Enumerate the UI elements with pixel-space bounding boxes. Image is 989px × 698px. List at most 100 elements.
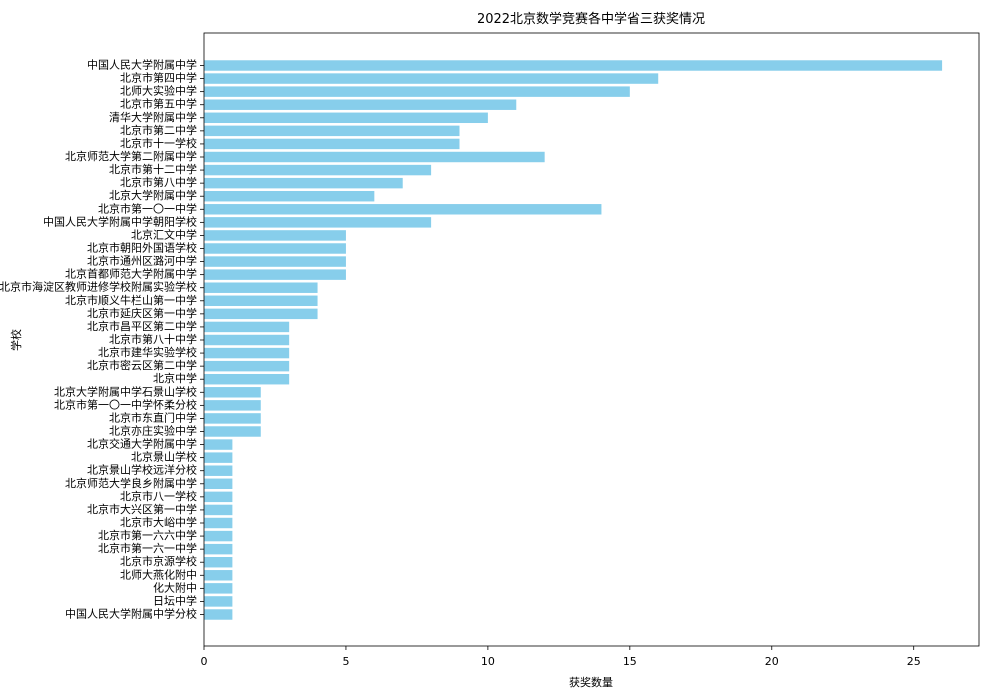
bar xyxy=(204,439,233,450)
bar xyxy=(204,530,233,542)
y-tick-label: 北京市第四中学 xyxy=(120,71,197,85)
x-tick-label: 10 xyxy=(481,655,495,668)
bar xyxy=(204,491,233,503)
y-tick-label: 北京中学 xyxy=(153,371,197,385)
bar xyxy=(204,543,233,555)
chart-title: 2022北京数学竞赛各中学省三获奖情况 xyxy=(477,11,705,27)
y-tick-label: 清华大学附属中学 xyxy=(109,110,197,124)
y-tick-label: 北京市通州区潞河中学 xyxy=(87,254,197,268)
bar xyxy=(204,204,602,215)
x-tick-label: 0 xyxy=(201,655,208,668)
bar xyxy=(204,151,545,163)
y-tick-label: 北京大学附属中学石景山学校 xyxy=(54,384,197,398)
y-tick-label: 北京景山学校远洋分校 xyxy=(87,463,197,477)
y-tick-label: 北京市大峪中学 xyxy=(120,515,197,529)
y-tick-label: 日坛中学 xyxy=(153,593,197,607)
y-tick-label: 北京市建华实验学校 xyxy=(98,345,197,359)
bar xyxy=(204,452,233,463)
bar xyxy=(204,517,233,529)
bar xyxy=(204,230,346,241)
bar xyxy=(204,282,318,293)
y-tick-label: 北京首都师范大学附属中学 xyxy=(65,267,197,281)
bar xyxy=(204,373,290,385)
bar xyxy=(204,269,346,280)
y-tick-label: 北京市海淀区教师进修学校附属实验学校 xyxy=(0,280,197,294)
y-tick-label: 北京市大兴区第一中学 xyxy=(87,502,197,516)
bar xyxy=(204,308,318,320)
bar xyxy=(204,217,432,228)
y-tick-label: 北京市东直门中学 xyxy=(109,410,197,424)
bar xyxy=(204,570,233,581)
bar xyxy=(204,347,290,359)
bars-group xyxy=(204,60,943,620)
y-tick-label: 北京汇文中学 xyxy=(131,227,197,241)
y-tick-label: 中国人民大学附属中学 xyxy=(87,58,197,72)
bar xyxy=(204,583,233,594)
bar xyxy=(204,478,233,490)
x-tick-label: 20 xyxy=(765,655,779,668)
bar xyxy=(204,596,233,607)
bar xyxy=(204,112,488,124)
bar xyxy=(204,334,290,346)
y-tick-label: 北京市延庆区第一中学 xyxy=(87,306,197,320)
x-ticks-group: 0 5 10 15 20 25 xyxy=(201,646,921,668)
y-tick-label: 北京市第八中学 xyxy=(120,175,197,189)
bar xyxy=(204,86,630,97)
bar xyxy=(204,387,261,398)
y-tick-label: 北京市八一学校 xyxy=(120,489,197,503)
bar xyxy=(204,164,432,176)
bar xyxy=(204,256,346,267)
bar xyxy=(204,73,659,84)
bar xyxy=(204,426,261,437)
bar xyxy=(204,556,233,568)
x-tick-label: 25 xyxy=(907,655,921,668)
y-tick-label: 北京景山学校 xyxy=(131,450,197,464)
y-tick-label: 北京交通大学附属中学 xyxy=(87,437,197,451)
bar xyxy=(204,190,375,202)
y-tick-label: 北京市昌平区第二中学 xyxy=(87,319,197,333)
bar xyxy=(204,504,233,516)
y-tick-label: 北京市顺义牛栏山第一中学 xyxy=(65,293,197,307)
y-tick-label: 北京市第一六六中学 xyxy=(98,528,197,542)
y-tick-label: 北京师范大学良乡附属中学 xyxy=(65,476,197,490)
y-tick-label: 北师大燕化附中 xyxy=(120,567,197,581)
y-tick-label: 北京大学附属中学 xyxy=(109,188,197,202)
bar xyxy=(204,125,460,137)
y-tick-label: 化大附中 xyxy=(153,580,197,594)
bar xyxy=(204,465,233,476)
y-tick-label: 北京市第十二中学 xyxy=(109,162,197,176)
y-tick-label: 北京市朝阳外国语学校 xyxy=(87,241,197,255)
bar xyxy=(204,321,290,333)
y-tick-label: 北京市第一六一中学 xyxy=(98,541,197,555)
y-tick-label: 北京市十一学校 xyxy=(120,136,197,150)
y-tick-label: 北京市第八十中学 xyxy=(109,332,197,346)
bar xyxy=(204,99,517,110)
y-axis-label: 学校 xyxy=(9,329,23,351)
x-tick-label: 15 xyxy=(623,655,637,668)
y-tick-label: 北京市京源学校 xyxy=(120,554,197,568)
y-tick-label: 北京师范大学第二附属中学 xyxy=(65,149,197,163)
y-ticks-group: 中国人民大学附属中学北京市第四中学北师大实验中学北京市第五中学清华大学附属中学北… xyxy=(0,58,204,621)
bar xyxy=(204,295,318,307)
y-tick-label: 北京亦庄实验中学 xyxy=(109,424,197,438)
bar xyxy=(204,177,403,189)
bar xyxy=(204,609,233,620)
bar xyxy=(204,413,261,424)
bar xyxy=(204,400,261,411)
x-tick-label: 5 xyxy=(342,655,349,668)
y-tick-label: 北京市密云区第二中学 xyxy=(87,358,197,372)
y-tick-label: 北京市第二中学 xyxy=(120,123,197,137)
bar xyxy=(204,243,346,254)
bar xyxy=(204,360,290,372)
y-tick-label: 中国人民大学附属中学分校 xyxy=(65,607,197,621)
plot-frame xyxy=(203,32,980,647)
bar xyxy=(204,60,943,71)
y-tick-label: 北师大实验中学 xyxy=(120,84,197,98)
x-axis-label: 获奖数量 xyxy=(569,675,613,689)
y-tick-label: 北京市第五中学 xyxy=(120,97,197,111)
y-tick-label: 北京市第一〇一中学 xyxy=(98,201,197,215)
y-tick-label: 中国人民大学附属中学朝阳学校 xyxy=(43,214,197,228)
bar xyxy=(204,138,460,150)
y-tick-label: 北京市第一〇一中学怀柔分校 xyxy=(54,397,197,411)
